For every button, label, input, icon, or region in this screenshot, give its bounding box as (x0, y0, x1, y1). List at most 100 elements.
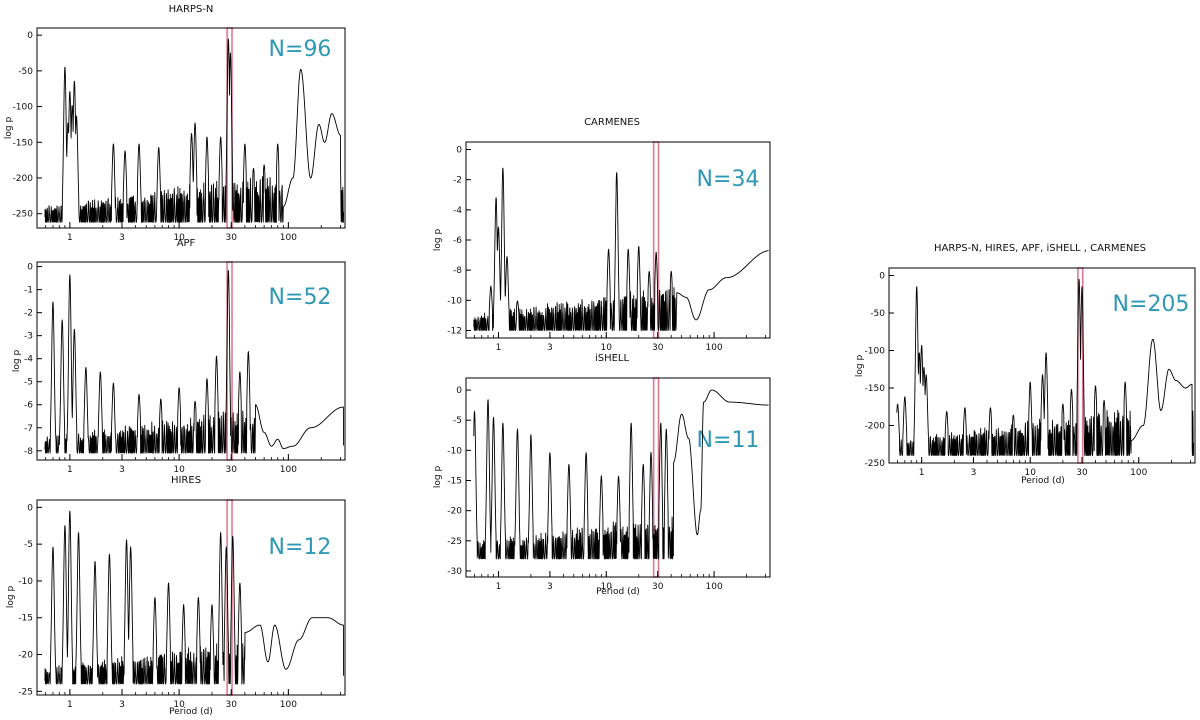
x-tick-label: 100 (280, 700, 297, 710)
x-tick-label: 30 (226, 465, 238, 475)
y-tick-label: -5 (453, 416, 462, 426)
y-tick-label: -4 (453, 206, 462, 216)
periodogram-line (44, 510, 345, 685)
y-tick-label: -150 (865, 384, 886, 394)
x-tick-label: 1 (67, 700, 73, 710)
panel-combined: HARPS-N, HIRES, APF, iSHELL , CARMENES l… (855, 243, 1196, 486)
sample-count-label: N=11 (697, 428, 760, 453)
x-tick-label: 3 (547, 343, 553, 353)
y-tick-label: -10 (18, 577, 33, 587)
y-tick-label: -6 (453, 236, 462, 246)
y-tick-label: -20 (18, 651, 33, 661)
sample-count-label: N=96 (269, 37, 332, 62)
x-tick-label: 1 (919, 468, 925, 478)
y-tick-label: -15 (18, 614, 33, 624)
plot-frame (888, 267, 1196, 464)
panel-title: HARPS-N, HIRES, APF, iSHELL , CARMENES (934, 243, 1146, 254)
panel-title: CARMENES (584, 117, 640, 128)
x-tick-label: 3 (971, 468, 977, 478)
x-tick-label: 30 (652, 582, 664, 592)
plot-frame (36, 261, 346, 461)
x-tick-label: 3 (547, 582, 553, 592)
x-tick-label: 100 (280, 465, 297, 475)
y-tick-label: -100 (865, 347, 886, 357)
y-tick-label: -25 (18, 687, 33, 697)
y-axis-label: log p (855, 355, 865, 378)
y-tick-label: -5 (24, 378, 33, 388)
panel-apf: APF log p N=52 1 3 10 30 100 0 -1 -2 -3 -4 -5 -6 -7 -… (12, 238, 346, 475)
y-tick-label: -10 (447, 446, 462, 456)
x-tick-label: 30 (1076, 468, 1088, 478)
x-tick-label: 10 (601, 582, 613, 592)
y-tick-label: -25 (447, 537, 462, 547)
plot-frame (465, 377, 771, 578)
y-tick-label: -12 (447, 326, 462, 336)
x-tick-label: 100 (1130, 468, 1147, 478)
x-tick-label: 3 (119, 700, 125, 710)
y-tick-label: -8 (24, 447, 33, 457)
y-tick-label: -50 (18, 67, 33, 77)
x-tick-label: 3 (119, 465, 125, 475)
y-tick-label: 0 (27, 263, 33, 273)
y-tick-label: -50 (870, 309, 885, 319)
y-tick-label: 0 (456, 146, 462, 156)
y-axis-label: log p (4, 117, 14, 140)
sample-count-label: N=205 (1113, 292, 1190, 317)
y-tick-label: -4 (24, 355, 33, 365)
y-tick-label: -20 (447, 507, 462, 517)
x-axis-label: Period (d) (169, 707, 213, 717)
x-axis-label: Period (d) (1021, 476, 1065, 486)
y-tick-label: 0 (456, 386, 462, 396)
plot-frame (36, 27, 346, 229)
x-tick-label: 10 (601, 343, 613, 353)
y-tick-label: -30 (447, 567, 462, 577)
sample-count-label: N=12 (269, 535, 332, 560)
x-tick-label: 30 (226, 233, 238, 243)
panel-title: iSHELL (595, 353, 630, 364)
sample-count-label: N=34 (697, 167, 760, 192)
panel-ishell: iSHELL log p N=11 Period (d) 1 3 10 30 100 0 -… (433, 353, 771, 597)
x-tick-label: 100 (706, 343, 723, 353)
periodogram-line (473, 167, 769, 331)
y-axis-label: log p (6, 586, 16, 609)
y-tick-label: -200 (13, 174, 34, 184)
x-tick-label: 10 (173, 700, 185, 710)
y-tick-label: -10 (447, 296, 462, 306)
y-tick-label: -250 (13, 210, 34, 220)
x-tick-label: 10 (173, 233, 185, 243)
y-tick-label: -8 (453, 266, 462, 276)
y-tick-label: -200 (865, 422, 886, 432)
panel-carmenes: CARMENES log p N=34 1 3 10 30 100 0 -2 -4 -6 -8 -1… (433, 117, 771, 353)
x-tick-label: 100 (280, 233, 297, 243)
y-tick-label: -2 (453, 176, 462, 186)
sample-count-label: N=52 (269, 285, 332, 310)
y-tick-label: -1 (24, 286, 33, 296)
y-tick-label: -6 (24, 401, 33, 411)
periodogram-line (44, 38, 345, 223)
y-tick-label: 0 (27, 31, 33, 41)
y-tick-label: -3 (24, 332, 33, 342)
periodogram-line (473, 389, 769, 560)
y-tick-label: -15 (447, 477, 462, 487)
x-tick-label: 1 (67, 233, 73, 243)
x-tick-label: 1 (67, 465, 73, 475)
x-tick-label: 1 (496, 582, 502, 592)
panel-title: HARPS-N (169, 4, 214, 15)
x-tick-label: 3 (119, 233, 125, 243)
periodogram-line (896, 278, 1195, 456)
y-tick-label: -100 (13, 103, 34, 113)
x-tick-label: 10 (173, 465, 185, 475)
x-tick-label: 30 (652, 343, 664, 353)
y-tick-label: -250 (865, 459, 886, 469)
y-axis-label: log p (12, 350, 22, 373)
periodogram-line (44, 270, 345, 454)
x-tick-label: 30 (226, 700, 238, 710)
y-tick-label: 0 (879, 272, 885, 282)
x-tick-label: 10 (1024, 468, 1036, 478)
y-tick-label: -2 (24, 309, 33, 319)
plot-frame (36, 499, 346, 696)
y-axis-label: log p (433, 229, 443, 252)
y-axis-label: log p (433, 466, 443, 489)
y-tick-label: -150 (13, 138, 34, 148)
